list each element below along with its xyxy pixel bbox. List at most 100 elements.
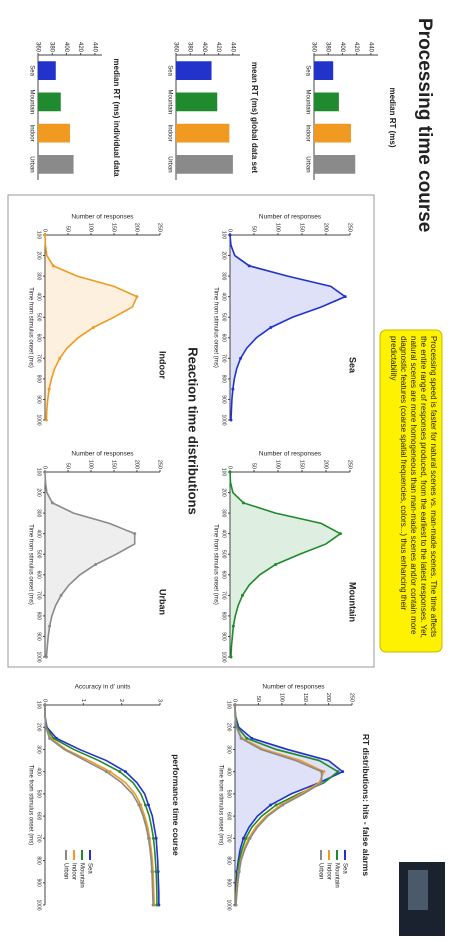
y-tick-label: 420 — [215, 42, 221, 53]
bar — [313, 123, 351, 143]
point — [229, 655, 233, 659]
x-tick-label: 400 — [36, 767, 42, 776]
x-tick-label: 1000 — [226, 899, 232, 910]
point — [239, 356, 243, 360]
y-axis-label: Number of responses — [259, 451, 322, 458]
y-tick-label: 100 — [88, 223, 94, 232]
x-tick-label: 800 — [221, 375, 227, 384]
frame — [7, 194, 375, 668]
point — [241, 501, 245, 505]
point — [91, 326, 95, 329]
x-tick-label: 100 — [36, 701, 42, 710]
point — [233, 703, 237, 707]
bar — [176, 92, 218, 112]
histogram-title: Sea — [348, 357, 358, 374]
point — [247, 264, 251, 268]
x-tick-label: 900 — [226, 879, 232, 888]
bar — [314, 155, 356, 174]
x-tick-label: 400 — [226, 767, 232, 776]
y-tick-label: 50 — [65, 226, 71, 232]
bar — [176, 61, 212, 80]
point — [155, 903, 159, 907]
y-tick-label: 100 — [278, 693, 284, 702]
x-axis-label: Time from stimulus onset (ms) — [212, 524, 218, 604]
y-tick-label: 100 — [275, 460, 281, 469]
y-tick-label: 2 — [118, 699, 124, 702]
bar — [37, 92, 61, 112]
y-tick-label: 380 — [49, 42, 55, 53]
bar — [37, 61, 56, 80]
x-tick-label: 200 — [221, 488, 227, 497]
x-tick-label: 1000 — [221, 414, 227, 425]
x-tick-label: 600 — [226, 812, 232, 821]
x-tick-label: 1000 — [36, 899, 42, 910]
x-tick-label: 200 — [221, 251, 227, 260]
area — [230, 472, 341, 657]
point — [245, 736, 249, 740]
x-tick-label: 700 — [221, 591, 227, 600]
note-box — [379, 329, 443, 653]
point — [281, 803, 285, 807]
bar — [313, 61, 334, 80]
y-tick-label: 150 — [111, 223, 117, 232]
note-text: Processing speed is faster for natural s… — [389, 336, 438, 638]
x-tick-label: 900 — [36, 632, 42, 641]
point — [274, 803, 278, 807]
x-tick-label: 200 — [36, 723, 42, 732]
x-tick-label: 300 — [36, 745, 42, 754]
x-tick-label: Indoor — [28, 125, 34, 142]
y-tick-label: 440 — [367, 42, 373, 53]
y-tick-label: 100 — [88, 460, 94, 469]
bar-chart-title: median RT (ms) individual data — [112, 58, 121, 177]
legend-label: Mountain — [333, 863, 339, 888]
x-tick-label: 400 — [221, 292, 227, 301]
y-tick-label: 400 — [201, 42, 207, 53]
histogram-title: Urban — [158, 589, 168, 615]
y-tick-label: 200 — [323, 223, 329, 232]
point — [341, 770, 345, 774]
point — [151, 836, 155, 840]
point — [244, 836, 248, 840]
y-tick-label: 250 — [347, 460, 353, 469]
point — [51, 264, 55, 268]
y-tick-label: 150 — [299, 460, 305, 469]
y-tick-label: 3 — [157, 699, 163, 702]
x-tick-label: 900 — [36, 879, 42, 888]
y-tick-label: 200 — [134, 460, 140, 469]
y-tick-label: 150 — [299, 223, 305, 232]
x-tick-label: 200 — [36, 488, 42, 497]
legend-label: Urban — [62, 863, 68, 879]
y-axis-label: Number of responses — [71, 451, 134, 458]
x-tick-label: 800 — [36, 856, 42, 865]
y-tick-label: 250 — [157, 223, 163, 232]
x-tick-label: 100 — [221, 468, 227, 477]
x-tick-label: 600 — [36, 334, 42, 343]
y-tick-label: 0 — [227, 229, 233, 232]
bar — [313, 92, 339, 112]
y-tick-label: 200 — [323, 460, 329, 469]
x-axis-label: Time from stimulus onset (ms) — [27, 524, 33, 604]
y-tick-label: 200 — [134, 223, 140, 232]
y-tick-label: 150 — [302, 693, 308, 702]
point — [104, 770, 108, 774]
y-tick-label: 250 — [157, 460, 163, 469]
point — [229, 418, 233, 422]
x-tick-label: Urban — [304, 156, 310, 172]
point — [58, 356, 62, 360]
y-tick-label: 50 — [65, 463, 71, 469]
y-axis-label: Number of responses — [71, 214, 134, 221]
area — [45, 472, 135, 657]
x-tick-label: 400 — [221, 529, 227, 538]
y-tick-label: 250 — [349, 693, 355, 702]
point — [143, 803, 147, 807]
x-tick-label: Indoor — [304, 125, 310, 142]
x-tick-label: 200 — [36, 251, 42, 260]
y-tick-label: 400 — [63, 42, 69, 53]
x-tick-label: 500 — [221, 313, 227, 322]
x-axis-label: Time from stimulus onset (ms) — [27, 287, 33, 367]
x-tick-label: 500 — [36, 550, 42, 559]
x-tick-label: 100 — [36, 468, 42, 477]
x-tick-label: Indoor — [166, 125, 172, 142]
